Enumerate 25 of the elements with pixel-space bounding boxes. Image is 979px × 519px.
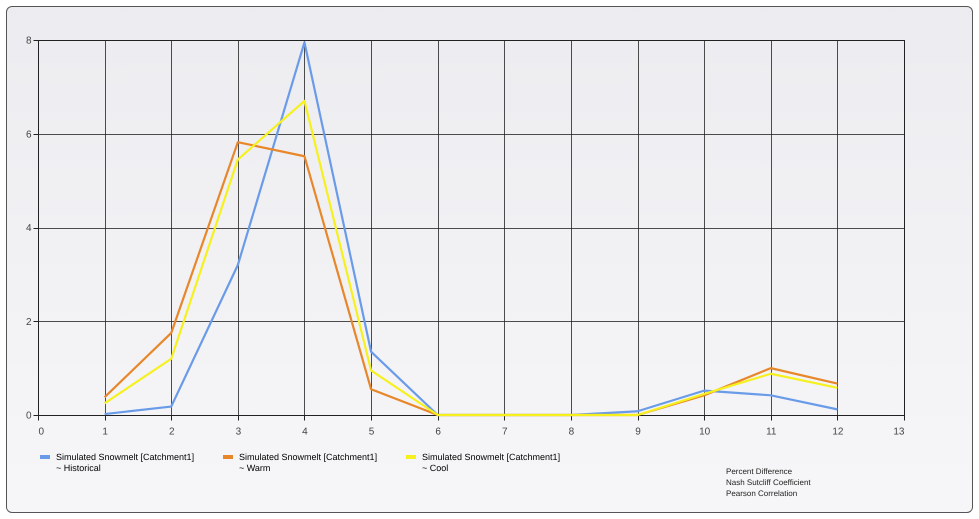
x-tick-label: 12 <box>832 426 844 438</box>
y-tick-label: 8 <box>26 36 32 46</box>
x-tick-label: 0 <box>38 426 44 438</box>
y-tick-label: 2 <box>26 316 32 328</box>
x-tick-label: 3 <box>236 426 242 438</box>
text: Percent Difference <box>726 466 794 477</box>
x-tick-label: 11 <box>766 426 777 438</box>
legend-label: Simulated Snowmelt [Catchment1] ~ Cool <box>422 452 560 473</box>
x-tick-label: 8 <box>568 426 575 438</box>
x-tick-label: 10 <box>699 426 711 438</box>
x-tick-label: 13 <box>893 426 905 438</box>
text: Nash Sutcliff Coefficient <box>726 477 811 488</box>
x-tick-label: 5 <box>368 426 375 438</box>
y-tick-label: 6 <box>26 129 32 140</box>
x-tick-label: 7 <box>502 426 508 438</box>
legend-label: Simulated Snowmelt [Catchment1] ~ Historical <box>56 452 194 473</box>
y-tick-label: 4 <box>26 223 32 234</box>
x-tick-label: 9 <box>635 426 642 438</box>
text: Pearson Correlation <box>726 488 798 499</box>
legend-label: Simulated Snowmelt [Catchment1] ~ Warm <box>239 452 378 473</box>
x-tick-label: 1 <box>102 426 108 438</box>
x-tick-label: 2 <box>168 426 175 438</box>
x-tick-label: 4 <box>302 426 308 438</box>
y-tick-label: 0 <box>26 410 32 422</box>
x-tick-label: 6 <box>435 426 442 438</box>
